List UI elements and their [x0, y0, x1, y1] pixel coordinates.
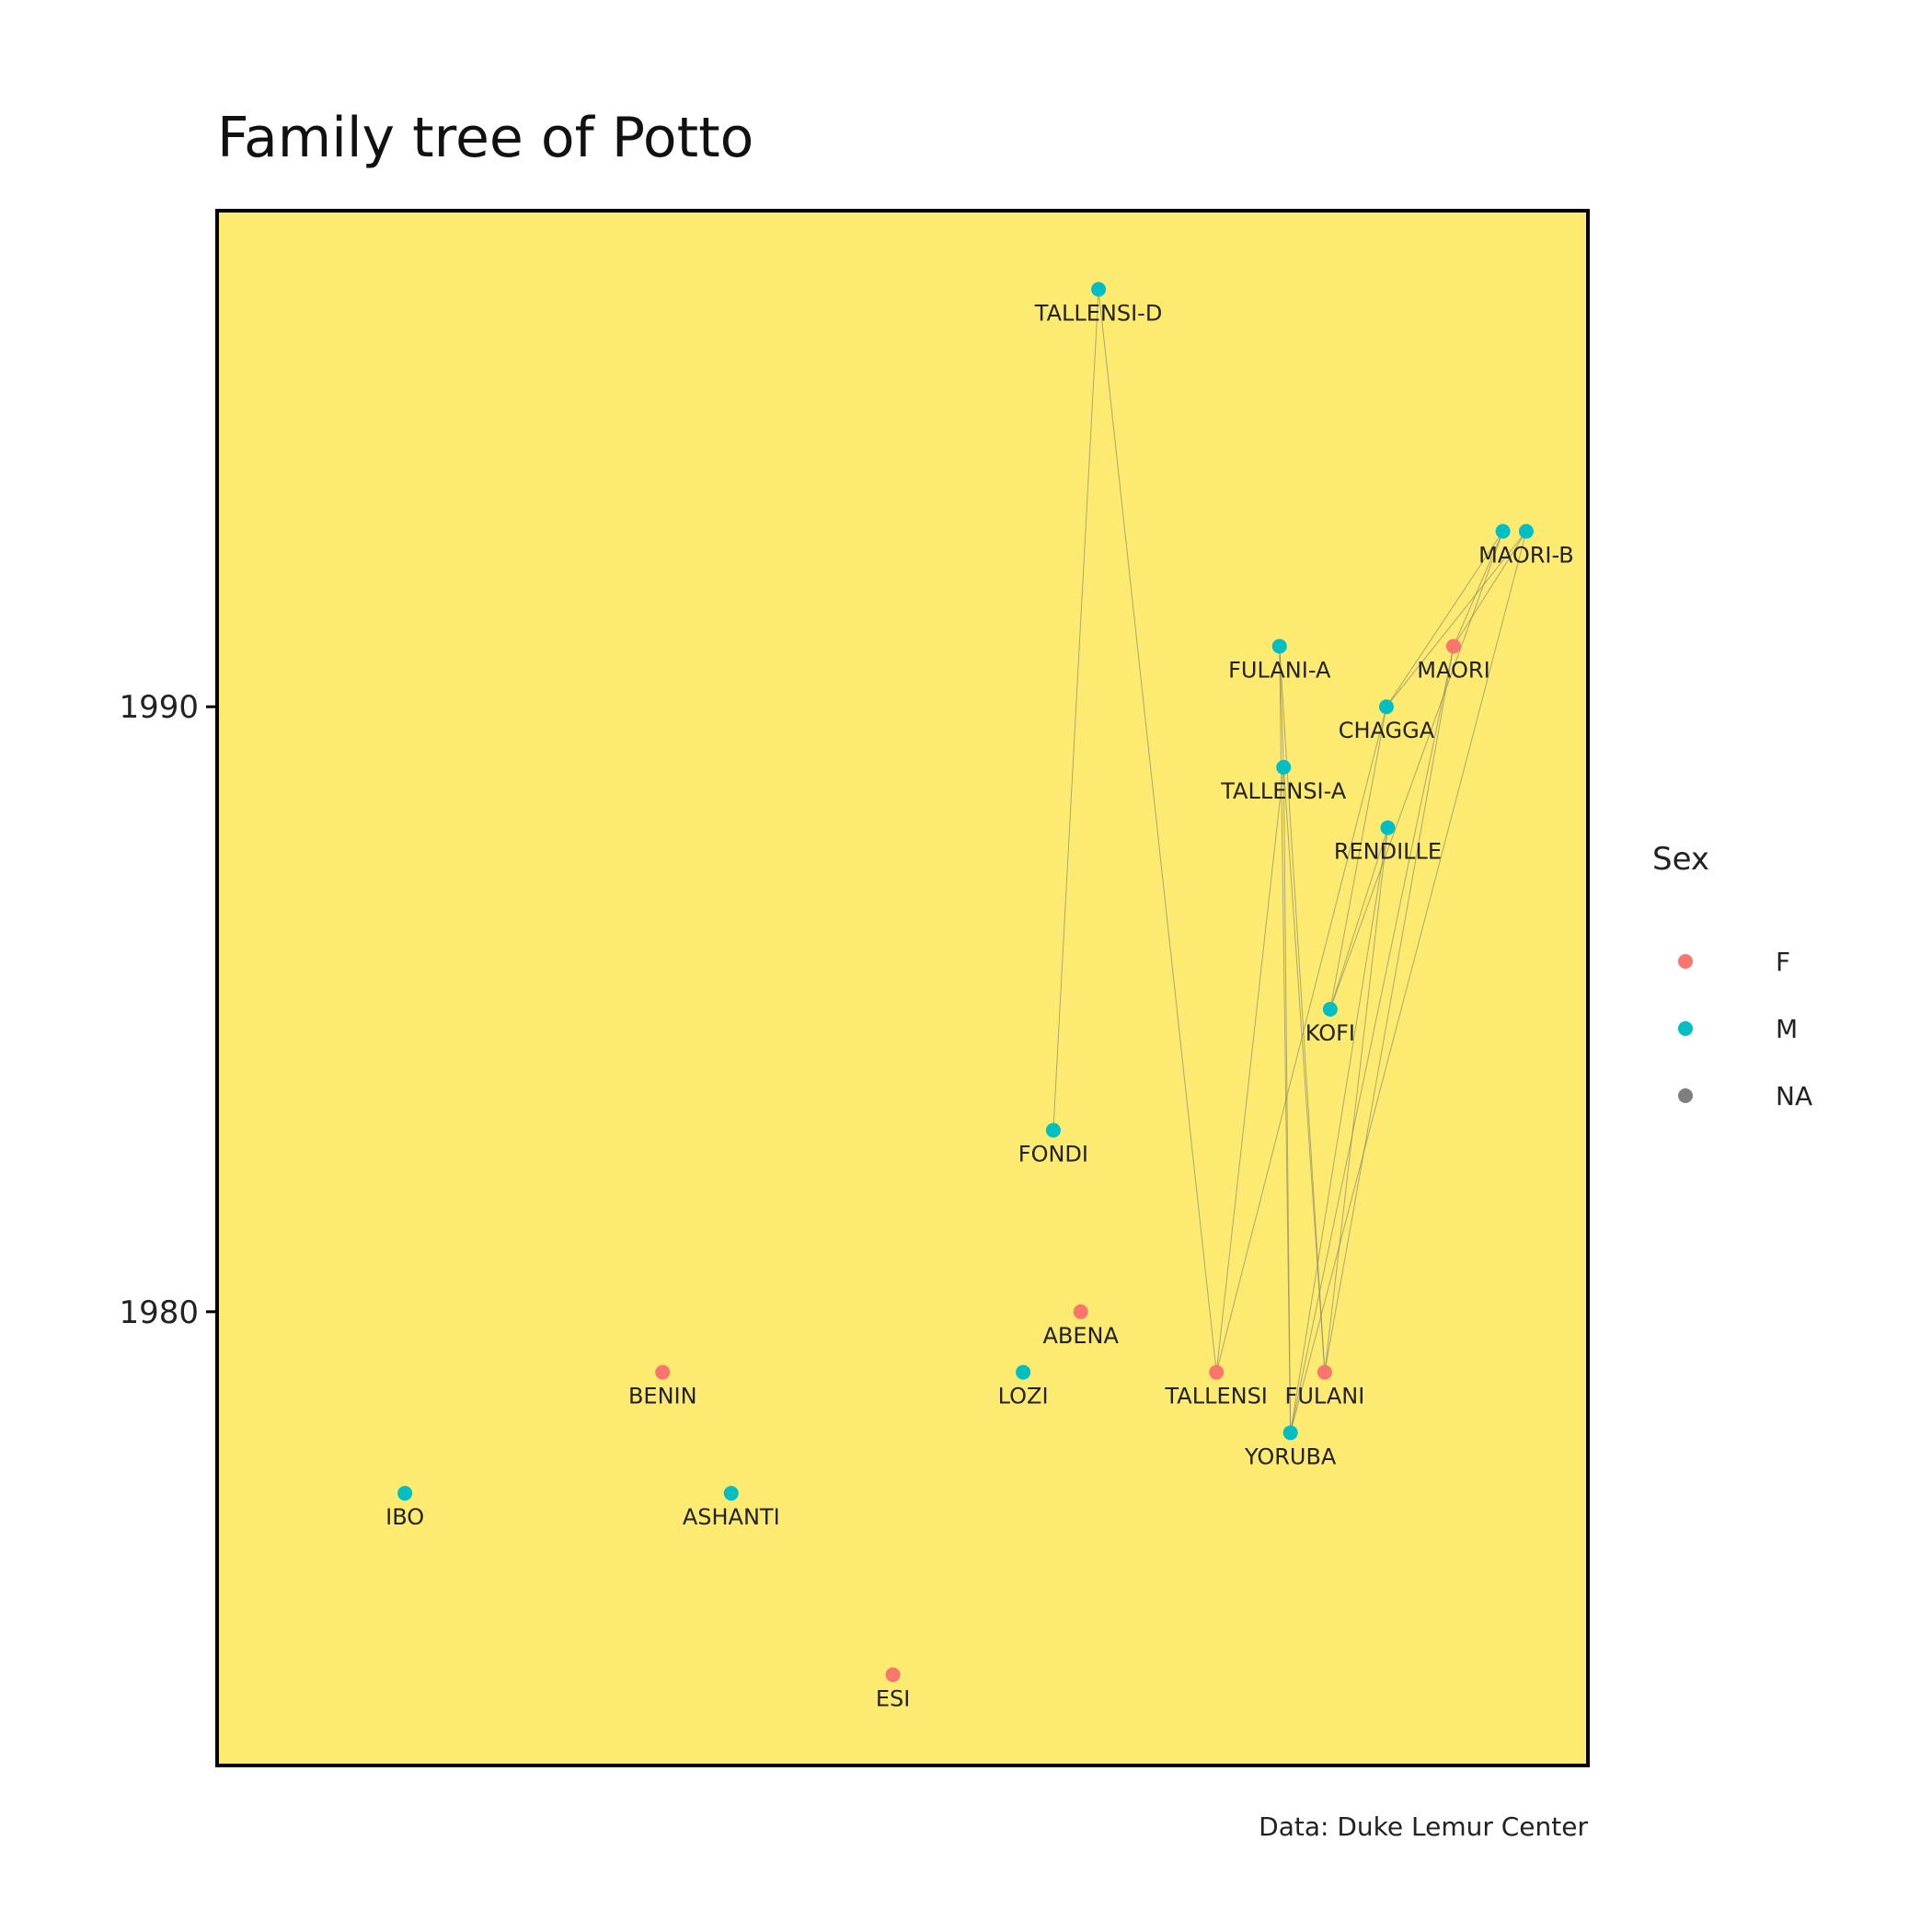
legend: Sex F M NA	[1652, 841, 1812, 1111]
point-label: FULANI-A	[1228, 657, 1331, 683]
point-label: TALLENSI-A	[1220, 778, 1347, 804]
point-ashanti	[723, 1486, 739, 1501]
link-line	[1215, 707, 1387, 1373]
point-kofi	[1322, 1002, 1338, 1018]
point-label: IBO	[385, 1504, 424, 1530]
chart-caption: Data: Duke Lemur Center	[1259, 1811, 1588, 1842]
point-ibo	[397, 1486, 413, 1501]
y-tick-label: 1980	[119, 1294, 199, 1331]
point-fondi	[1045, 1122, 1061, 1138]
chart-title: Family tree of Potto	[217, 106, 753, 170]
point-label: BENIN	[628, 1384, 697, 1409]
legend-key-m	[1678, 1021, 1693, 1036]
link-line	[1098, 289, 1217, 1373]
point-label: FULANI	[1285, 1384, 1365, 1409]
point-tallensi	[1209, 1364, 1225, 1380]
link-line	[1329, 707, 1387, 1010]
link-line	[1279, 646, 1292, 1433]
link-line	[1453, 531, 1504, 647]
link-line	[1290, 531, 1527, 1433]
point-abena	[1073, 1304, 1088, 1319]
link-line	[1453, 531, 1527, 647]
point-maori	[1445, 638, 1461, 654]
panel-border	[215, 209, 1590, 1767]
labels-layer: TALLENSI-D MAORI-B FULANI-A MAORI CHAGGA TALL…	[385, 300, 1574, 1711]
point-chagga	[1378, 699, 1394, 715]
link-line	[1324, 646, 1455, 1373]
link-line	[1215, 766, 1284, 1373]
y-axis: 1980 1990	[119, 689, 217, 1331]
link-line	[1329, 827, 1388, 1010]
points-layer	[397, 282, 1534, 1683]
point-fulani	[1317, 1364, 1332, 1380]
point-label: FONDI	[1018, 1142, 1088, 1167]
point-maori-b	[1518, 523, 1534, 539]
point-label: KOFI	[1305, 1020, 1355, 1046]
point-label: ABENA	[1042, 1323, 1119, 1349]
point-label: MAORI	[1417, 657, 1489, 683]
link-line	[1282, 766, 1326, 1373]
point-esi	[885, 1667, 901, 1683]
point-label: ASHANTI	[683, 1504, 780, 1530]
panel-background	[217, 211, 1588, 1765]
link-line	[1324, 827, 1388, 1373]
point-maori-b-1	[1495, 523, 1511, 539]
y-tick-label: 1990	[119, 689, 199, 726]
link-line	[1290, 827, 1388, 1433]
point-yoruba	[1282, 1425, 1298, 1441]
point-tallensi-a	[1276, 759, 1292, 775]
link-line	[1329, 531, 1504, 1010]
point-benin	[655, 1364, 671, 1380]
link-line	[1052, 289, 1099, 1131]
legend-label: F	[1776, 947, 1790, 977]
point-label: TALLENSI	[1165, 1384, 1268, 1409]
legend-label: M	[1776, 1014, 1798, 1044]
link-line	[1290, 646, 1455, 1433]
point-label: MAORI-B	[1478, 543, 1574, 569]
legend-title: Sex	[1652, 841, 1709, 878]
legend-key-f	[1678, 954, 1693, 969]
point-rendille	[1380, 820, 1396, 835]
point-lozi	[1016, 1364, 1031, 1380]
point-label: RENDILLE	[1334, 839, 1442, 865]
point-label: YORUBA	[1244, 1443, 1337, 1469]
links-layer	[1052, 289, 1527, 1433]
point-label: ESI	[876, 1685, 910, 1711]
point-tallensi-d	[1091, 282, 1107, 297]
link-line	[1386, 531, 1527, 707]
legend-label: NA	[1776, 1081, 1812, 1111]
legend-key-na	[1678, 1088, 1693, 1103]
point-label: LOZI	[998, 1384, 1049, 1409]
point-fulani-a	[1271, 638, 1287, 654]
point-label: TALLENSI-D	[1034, 300, 1163, 326]
point-label: CHAGGA	[1339, 718, 1435, 743]
link-line	[1386, 531, 1504, 707]
